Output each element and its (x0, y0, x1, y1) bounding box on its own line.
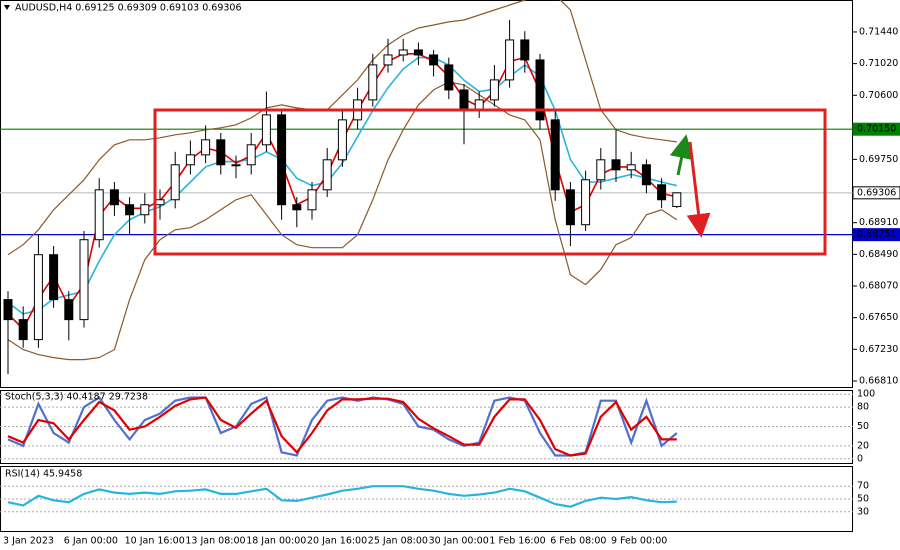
candle-body (277, 114, 287, 206)
candle-body (596, 159, 606, 181)
y-tick-label: 80 (857, 402, 869, 413)
y-tick-label: 0.71020 (859, 58, 898, 69)
candle-body (49, 254, 59, 301)
y-tick-label: 30 (857, 506, 869, 517)
stoch-plot (0, 393, 853, 460)
x-tick-label: 30 Jan 00:00 (429, 536, 489, 547)
stoch-title: Stoch(5,3,3) 40.4187 29.7238 (5, 392, 148, 403)
candle-body (64, 299, 74, 321)
y-tick-label: 20 (857, 440, 869, 451)
range-box (153, 108, 827, 256)
candle-body (550, 119, 560, 191)
candle-body (140, 204, 150, 216)
x-tick-label: 1 Feb 16:00 (489, 536, 545, 547)
candle-body (474, 99, 484, 111)
candle-body (170, 164, 180, 201)
candle-body (626, 164, 636, 171)
candle-body (398, 49, 408, 56)
x-tick-label: 20 Jan 16:00 (307, 536, 367, 547)
candle-body (125, 204, 135, 216)
indicator-line (7, 396, 677, 457)
y-tick-label: 0.68070 (859, 280, 898, 291)
candle-body (505, 39, 515, 81)
candle-body (185, 154, 195, 166)
x-tick-label: 25 Jan 08:00 (368, 536, 428, 547)
candle-body (368, 64, 378, 101)
candle-body (535, 59, 545, 121)
axes: 0.71440 0.71020 0.70600 0.69750 0.68910 0.684… (3, 26, 900, 547)
candle-body (337, 119, 347, 161)
candle-body (216, 139, 226, 166)
indicator-line (7, 396, 678, 457)
candle-body (413, 49, 423, 56)
candle-body (155, 199, 165, 206)
x-tick-label: 10 Jan 16:00 (125, 536, 185, 547)
x-tick-label: 9 Feb 00:00 (611, 536, 667, 547)
rsi-title: RSI(14) 45.9458 (5, 469, 82, 480)
candle-body (94, 189, 104, 241)
y-tick-label: 100 (857, 389, 875, 400)
candle-body (261, 114, 271, 146)
candle-body (581, 179, 591, 226)
candle-body (383, 54, 393, 66)
candle-body (641, 164, 651, 186)
indicator-line (7, 0, 677, 256)
candle-body (231, 164, 241, 167)
y-tick-label: 0.67230 (859, 344, 898, 355)
chart-title: AUDUSD,H4 0.69125 0.69309 0.69103 0.6930… (15, 3, 242, 14)
level-label-box (852, 228, 900, 242)
up-arrow (669, 134, 694, 176)
y-tick-label: 0.68910 (859, 217, 898, 228)
x-tick-label: 3 Jan 2023 (3, 536, 54, 547)
candle-body (307, 189, 317, 211)
candle-body (520, 39, 530, 61)
candle-body (201, 139, 211, 156)
candle-body (657, 184, 667, 201)
candle-body (565, 189, 575, 226)
y-tick-label: 0.71440 (859, 26, 898, 37)
candle-body (429, 54, 439, 66)
y-tick-label: 0.69750 (859, 154, 898, 165)
candle-body (322, 159, 332, 191)
candle-body (33, 254, 43, 341)
candle-body (611, 159, 621, 171)
rsi-plot (0, 485, 853, 513)
level-label: 0.69306 (857, 187, 896, 198)
y-tick-label: 0.70600 (859, 90, 898, 101)
level-label-box (852, 186, 900, 200)
candle-body (18, 319, 28, 341)
indicator-line (7, 56, 677, 315)
level-label: 0.68751 (857, 229, 896, 240)
indicator-line (7, 485, 677, 508)
candle-body (3, 299, 13, 321)
x-tick-label: 6 Jan 00:00 (64, 536, 118, 547)
x-tick-label: 13 Jan 08:00 (185, 536, 245, 547)
candle-body (459, 89, 469, 111)
level-label-box (852, 122, 900, 136)
y-tick-label: 50 (857, 494, 869, 505)
x-tick-label: 6 Feb 08:00 (550, 536, 606, 547)
y-tick-label: 0.66810 (859, 375, 898, 386)
y-tick-label: 0.67650 (859, 312, 898, 323)
indicator-line (7, 81, 678, 361)
y-tick-label: 70 (857, 481, 869, 492)
candle-body (489, 79, 499, 101)
down-arrow (686, 141, 711, 238)
candle-body (79, 239, 89, 321)
x-tick-label: 18 Jan 00:00 (246, 536, 306, 547)
candle-body (246, 144, 256, 166)
y-tick-label: 0.68490 (859, 249, 898, 260)
main-plot (0, 0, 853, 375)
candle-body (109, 189, 119, 206)
candle-body (444, 64, 454, 91)
candle-body (672, 192, 682, 207)
y-tick-label: 50 (857, 421, 869, 432)
menu-triangle (4, 5, 10, 10)
y-tick-label: 0 (857, 453, 863, 464)
level-label: 0.70150 (857, 124, 896, 135)
candle-body (292, 204, 302, 211)
